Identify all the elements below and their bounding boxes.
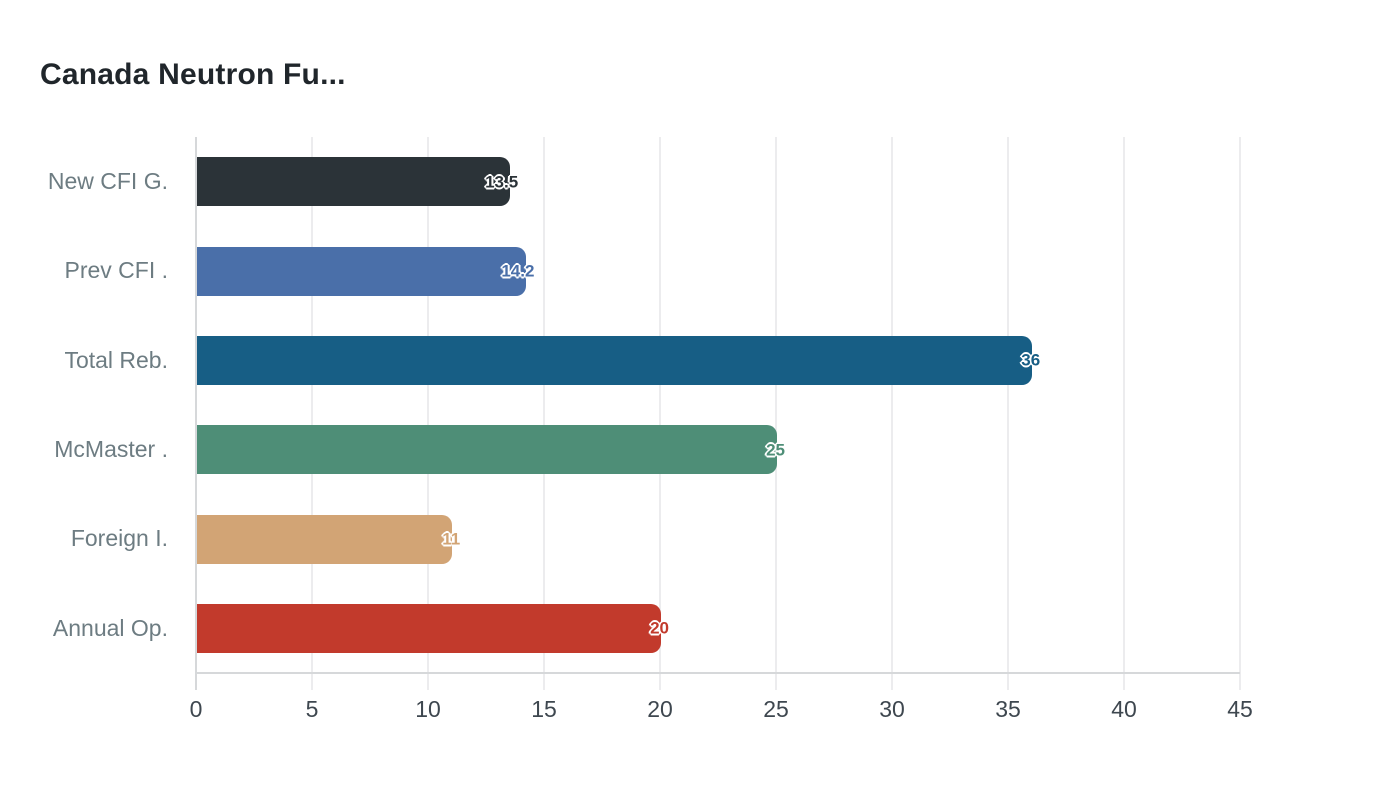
bar: 14.2: [197, 246, 534, 296]
x-tick-label: 45: [1227, 696, 1253, 722]
x-tick-label: 10: [415, 696, 441, 722]
bar-value-label: 36: [1021, 350, 1041, 370]
x-tick-label: 15: [531, 696, 557, 722]
bar-value-label: 20: [650, 618, 669, 638]
bar: 13.5: [197, 157, 518, 207]
x-axis-line: [196, 672, 1240, 674]
y-axis-line: [195, 137, 197, 690]
gridline: [543, 137, 545, 690]
category-label: McMaster .: [54, 436, 168, 463]
category-label: Total Reb.: [64, 346, 168, 373]
x-tick-label: 20: [647, 696, 673, 722]
bar: 36: [197, 335, 1040, 385]
gridline: [1239, 137, 1241, 690]
gridline: [311, 137, 313, 690]
bar-value-label: 25: [766, 440, 785, 460]
category-label: Annual Op.: [52, 614, 168, 641]
category-label: Foreign I.: [70, 525, 168, 552]
gridline: [1007, 137, 1009, 690]
bar: 20: [197, 603, 669, 653]
x-tick-label: 40: [1111, 696, 1137, 722]
category-label: Prev CFI .: [64, 257, 168, 284]
bar-value-label: 13.5: [485, 172, 519, 192]
gridline: [427, 137, 429, 690]
gridline: [659, 137, 661, 690]
x-tick-label: 5: [305, 696, 319, 722]
x-tick-label: 25: [763, 696, 789, 722]
x-tick-label: 35: [995, 696, 1021, 722]
x-tick-label: 30: [879, 696, 905, 722]
category-label: New CFI G.: [47, 168, 168, 195]
gridline: [1123, 137, 1125, 690]
bar: 25: [197, 425, 785, 475]
gridline: [891, 137, 893, 690]
x-tick-label: 0: [189, 696, 203, 722]
chart-title: Canada Neutron Fu...: [40, 58, 346, 91]
bar: 11: [197, 514, 460, 564]
bar-value-label: 11: [442, 529, 461, 549]
bar-value-label: 14.2: [501, 261, 535, 281]
gridline: [775, 137, 777, 690]
